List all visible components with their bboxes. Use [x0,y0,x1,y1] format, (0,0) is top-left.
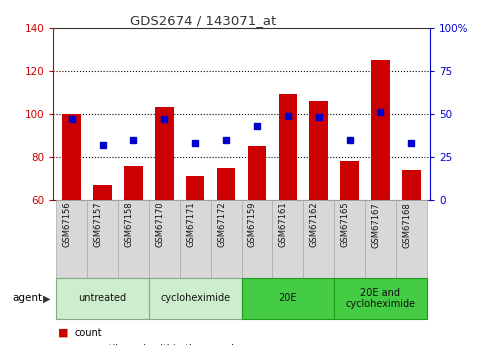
Bar [93,185,112,200]
Bar [341,161,359,200]
Text: GSM67165: GSM67165 [341,202,350,247]
Text: GSM67159: GSM67159 [248,202,257,247]
Text: 20E and
cycloheximide: 20E and cycloheximide [345,288,415,309]
Bar [62,114,81,200]
Bar [279,95,297,200]
Text: GSM67172: GSM67172 [217,202,226,247]
Text: GSM67158: GSM67158 [125,202,133,247]
Text: GSM67156: GSM67156 [63,202,71,247]
Text: cycloheximide: cycloheximide [160,294,230,303]
Text: untreated: untreated [78,294,127,303]
Bar [217,168,235,200]
Text: GSM67170: GSM67170 [156,202,164,247]
Text: agent: agent [12,294,42,303]
Text: GSM67157: GSM67157 [94,202,102,247]
Bar [124,166,142,200]
Bar [155,107,173,200]
Bar [186,176,204,200]
Text: GSM67161: GSM67161 [279,202,288,247]
Bar [248,146,266,200]
Text: GSM67168: GSM67168 [402,202,412,248]
Text: GSM67171: GSM67171 [186,202,195,247]
Bar [402,170,421,200]
Text: GSM67162: GSM67162 [310,202,319,247]
Text: GSM67167: GSM67167 [371,202,381,248]
Text: ■: ■ [58,328,69,338]
Bar [371,60,390,200]
Bar [310,101,328,200]
Text: 20E: 20E [279,294,297,303]
Text: count: count [75,328,102,338]
Text: ▶: ▶ [43,294,51,303]
Text: GDS2674 / 143071_at: GDS2674 / 143071_at [130,14,276,27]
